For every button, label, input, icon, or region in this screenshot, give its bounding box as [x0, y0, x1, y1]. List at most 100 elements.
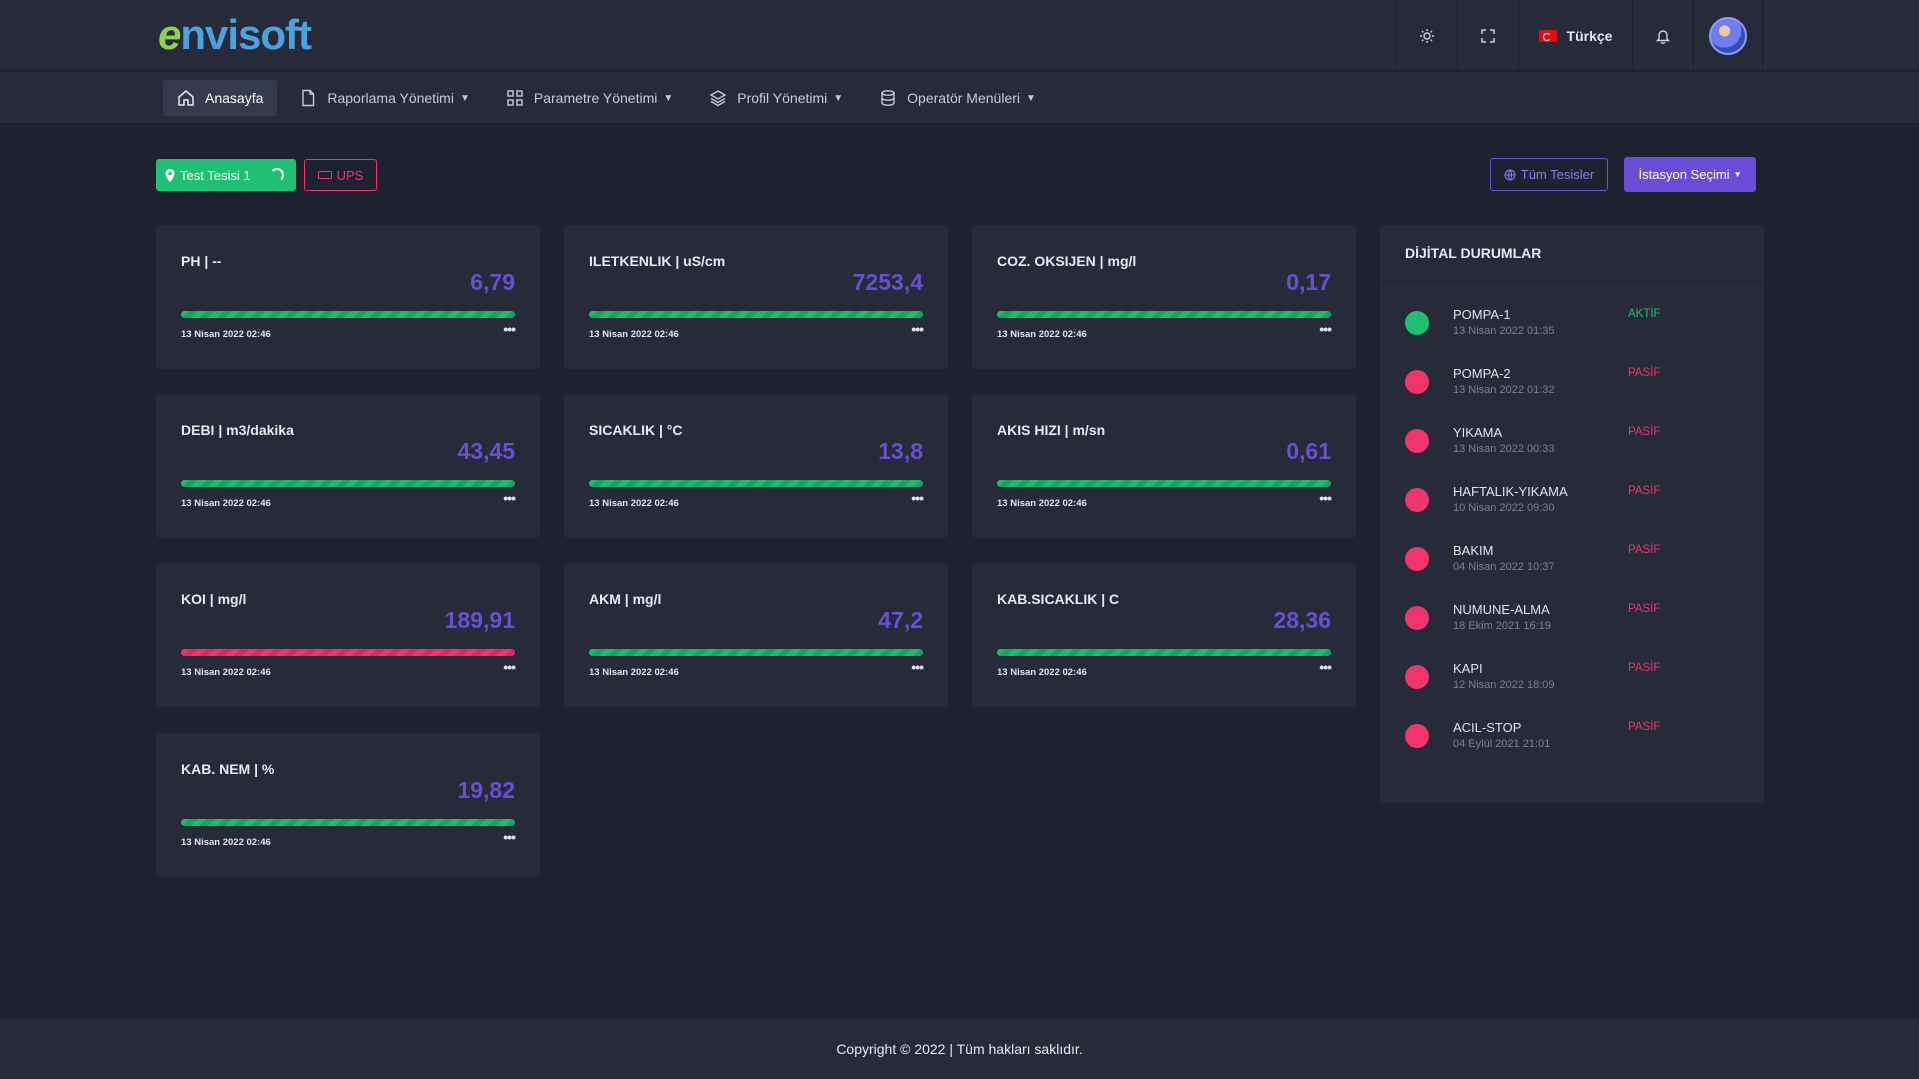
expand-icon — [1481, 28, 1495, 43]
footer: Copyright © 2022 | Tüm hakları saklıdır. — [0, 1018, 1919, 1079]
card-value: 0,17 — [1286, 269, 1331, 295]
card-value: 189,91 — [444, 607, 515, 633]
nav-profile[interactable]: Profil Yönetimi ▼ — [695, 80, 857, 116]
more-options-icon[interactable]: ••• — [503, 659, 516, 675]
card-timestamp: 13 Nisan 2022 02:46 — [997, 498, 1087, 509]
caret-down-icon: ▼ — [1733, 170, 1742, 179]
card-timestamp: 13 Nisan 2022 02:46 — [181, 498, 271, 509]
fullscreen-button[interactable] — [1457, 0, 1518, 71]
card-value: 19,82 — [457, 777, 515, 803]
station-select-dropdown[interactable]: İstasyon Seçimi ▼ — [1624, 157, 1756, 192]
theme-toggle-button[interactable] — [1396, 0, 1457, 71]
measurement-card: PH | -- 6,79 13 Nisan 2022 02:46 ••• — [156, 225, 540, 369]
card-value: 0,61 — [1286, 438, 1331, 464]
status-bar — [181, 480, 515, 487]
chevron-down-icon: ▼ — [459, 92, 470, 104]
digital-state-status: PASİF — [1628, 721, 1661, 733]
more-options-icon[interactable]: ••• — [911, 490, 924, 506]
status-bar — [589, 480, 923, 487]
status-bar — [181, 311, 515, 318]
digital-state-time: 18 Ekim 2021 16:19 — [1453, 620, 1551, 632]
status-bar — [181, 819, 515, 826]
envisoft-logo[interactable]: e nvisoft — [158, 11, 312, 58]
nav-operator[interactable]: Operatör Menüleri ▼ — [865, 80, 1050, 116]
measurement-card: SICAKLIK | °C 13,8 13 Nisan 2022 02:46 ••• — [564, 394, 948, 538]
globe-icon — [1504, 168, 1516, 181]
more-options-icon[interactable]: ••• — [503, 490, 516, 506]
all-facilities-label: Tüm Tesisler — [1520, 167, 1595, 182]
status-bar — [181, 649, 515, 656]
digital-state-time: 04 Eylül 2021 21:01 — [1453, 738, 1551, 750]
status-bar — [589, 311, 923, 318]
card-value: 43,45 — [457, 438, 515, 464]
status-dot-icon — [1405, 370, 1429, 394]
more-options-icon[interactable]: ••• — [503, 829, 516, 845]
measurement-card: COZ. OKSIJEN | mg/l 0,17 13 Nisan 2022 02:… — [972, 225, 1356, 369]
layers-icon — [709, 90, 727, 107]
database-icon — [881, 90, 895, 106]
sun-icon — [1420, 28, 1434, 43]
loading-spinner-icon — [269, 168, 284, 182]
measurement-card: KAB. NEM | % 19,82 13 Nisan 2022 02:46 ••• — [156, 733, 540, 877]
nav-reporting[interactable]: Raporlama Yönetimi ▼ — [285, 80, 484, 116]
more-options-icon[interactable]: ••• — [1319, 659, 1332, 675]
digital-state-name: KAPI — [1453, 661, 1483, 676]
card-title: AKM | mg/l — [589, 591, 662, 607]
card-title: KOI | mg/l — [181, 591, 247, 607]
digital-state-name: POMPA-2 — [1453, 366, 1511, 381]
digital-state-item: POMPA-1 13 Nisan 2022 01:35 AKTİF — [1405, 305, 1740, 345]
digital-state-item: KAPI 12 Nisan 2022 18:09 PASİF — [1405, 659, 1740, 699]
digital-state-time: 13 Nisan 2022 00:33 — [1453, 443, 1555, 455]
status-bar — [589, 649, 923, 656]
nav-operator-label: Operatör Menüleri — [907, 90, 1020, 106]
card-timestamp: 13 Nisan 2022 02:46 — [997, 329, 1087, 340]
ups-label: UPS — [336, 167, 364, 183]
card-timestamp: 13 Nisan 2022 02:46 — [589, 498, 679, 509]
language-label: Türkçe — [1566, 27, 1613, 44]
more-options-icon[interactable]: ••• — [503, 321, 516, 337]
language-selector[interactable]: Türkçe — [1518, 0, 1632, 71]
document-icon — [302, 89, 315, 107]
more-options-icon[interactable]: ••• — [911, 659, 924, 675]
notifications-button[interactable] — [1632, 0, 1693, 71]
more-options-icon[interactable]: ••• — [1319, 490, 1332, 506]
facility-label: Test Tesisi 1 — [180, 167, 251, 183]
ups-button[interactable]: UPS — [304, 159, 377, 191]
digital-state-status: PASİF — [1628, 662, 1661, 674]
copyright-text: Copyright © 2022 | Tüm hakları saklıdır. — [836, 1040, 1083, 1057]
digital-state-name: YIKAMA — [1453, 425, 1503, 440]
top-bar: e nvisoft Türkçe — [0, 0, 1919, 71]
nav-home[interactable]: Anasayfa — [163, 80, 278, 116]
nav-reporting-label: Raporlama Yönetimi — [327, 90, 454, 106]
nav-home-label: Anasayfa — [205, 90, 264, 106]
digital-states-title: DİJİTAL DURUMLAR — [1405, 245, 1542, 261]
all-facilities-button[interactable]: Tüm Tesisler — [1490, 158, 1608, 191]
user-menu[interactable] — [1693, 0, 1763, 71]
more-options-icon[interactable]: ••• — [911, 321, 924, 337]
digital-state-item: POMPA-2 13 Nisan 2022 01:32 PASİF — [1405, 364, 1740, 404]
station-select-label: İstasyon Seçimi — [1638, 167, 1730, 182]
card-value: 6,79 — [470, 269, 515, 295]
measurement-card: ILETKENLIK | uS/cm 7253,4 13 Nisan 2022 02… — [564, 225, 948, 369]
more-options-icon[interactable]: ••• — [1319, 321, 1332, 337]
digital-state-name: HAFTALIK-YIKAMA — [1453, 484, 1568, 499]
digital-state-item: HAFTALIK-YIKAMA 10 Nisan 2022 09:30 PASİF — [1405, 482, 1740, 522]
measurement-card: AKM | mg/l 47,2 13 Nisan 2022 02:46 ••• — [564, 563, 948, 707]
status-bar — [997, 480, 1331, 487]
status-dot-icon — [1405, 665, 1429, 689]
card-title: AKIS HIZI | m/sn — [997, 422, 1106, 438]
status-dot-icon — [1405, 311, 1429, 335]
facility-button[interactable]: Test Tesisi 1 — [156, 159, 296, 191]
status-dot-icon — [1405, 429, 1429, 453]
digital-state-name: ACIL-STOP — [1453, 720, 1522, 735]
chevron-down-icon: ▼ — [833, 92, 844, 104]
digital-state-time: 12 Nisan 2022 18:09 — [1453, 679, 1555, 691]
card-value: 7253,4 — [852, 269, 923, 295]
card-timestamp: 13 Nisan 2022 02:46 — [181, 837, 271, 848]
digital-state-time: 04 Nisan 2022 10:37 — [1453, 561, 1555, 573]
nav-parameters[interactable]: Parametre Yönetimi ▼ — [492, 80, 687, 116]
card-title: PH | -- — [181, 253, 222, 269]
card-title: KAB.SICAKLIK | C — [997, 591, 1120, 607]
bell-icon — [1655, 29, 1671, 44]
status-bar — [997, 649, 1331, 656]
